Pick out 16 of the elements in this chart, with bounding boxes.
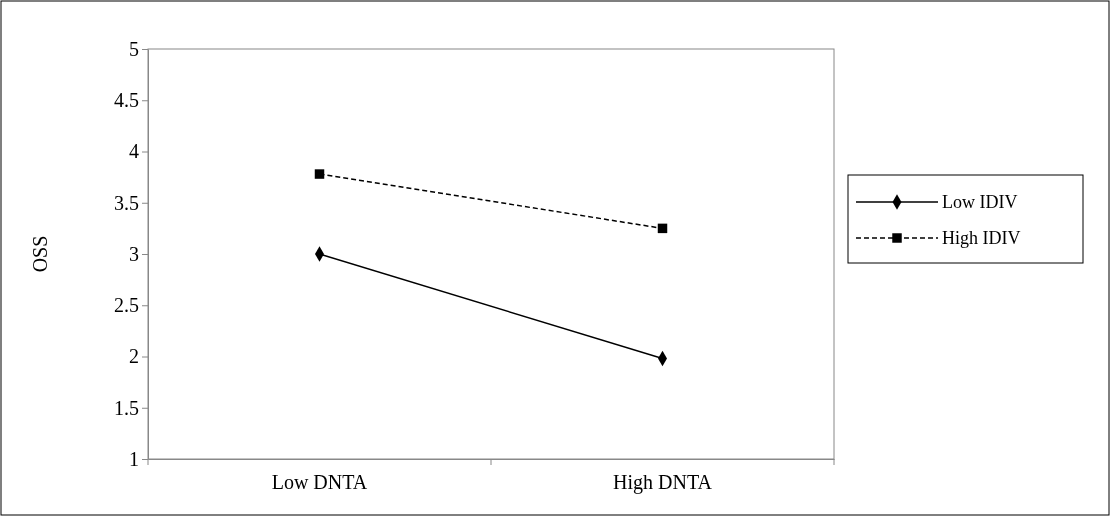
- y-tick-label: 4: [129, 140, 139, 163]
- y-axis-title: OSS: [29, 235, 51, 273]
- y-tick-label: 3.5: [114, 191, 139, 214]
- y-tick-label: 1: [129, 447, 139, 470]
- y-tick-label: 4.5: [114, 89, 139, 112]
- y-tick-label: 3: [129, 242, 139, 265]
- y-tick-label: 1.5: [114, 396, 139, 419]
- y-tick-label: 5: [129, 37, 139, 60]
- y-tick-label: 2: [129, 345, 139, 368]
- point: [657, 223, 668, 234]
- point: [314, 169, 325, 179]
- y-tick-label: 2.5: [114, 294, 139, 317]
- x-tick-label: Low DNTA: [271, 471, 368, 494]
- legend-label: Low IDIV: [942, 192, 1018, 212]
- x-tick-label: High DNTA: [613, 471, 713, 495]
- legend-label: High IDIV: [942, 228, 1021, 248]
